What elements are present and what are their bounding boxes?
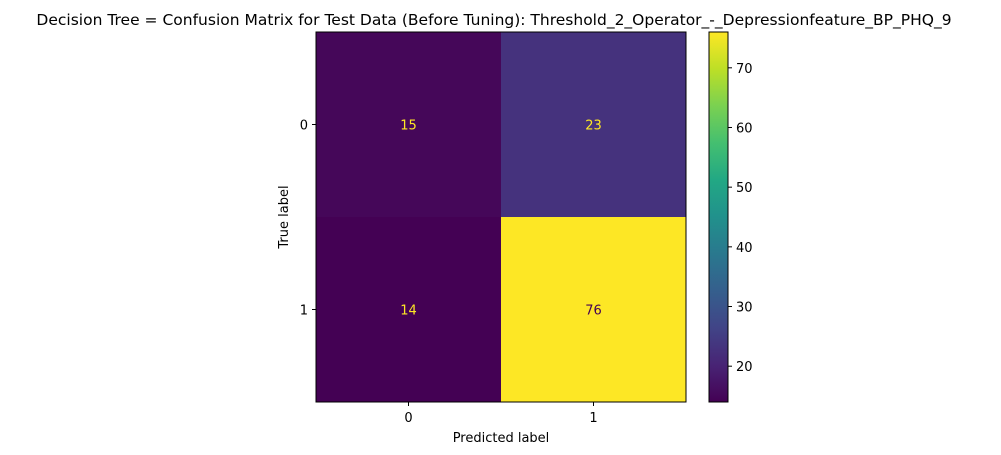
colorbar-tick-label: 20	[736, 360, 753, 375]
cell-value-label: 14	[400, 304, 417, 319]
heatmap-cell	[501, 32, 686, 217]
y-axis-ticks: 01	[300, 119, 316, 319]
colorbar-tick-label: 50	[736, 181, 753, 196]
x-tick-label: 0	[404, 411, 412, 426]
colorbar-tick-label: 60	[736, 121, 753, 136]
heatmap-cell	[316, 217, 501, 402]
cell-value-label: 76	[585, 304, 602, 319]
colorbar	[708, 31, 729, 403]
y-axis-label: True label	[277, 185, 292, 249]
heatmap-cell	[501, 217, 686, 402]
x-tick-label: 1	[589, 411, 597, 426]
y-tick-label: 0	[300, 119, 308, 134]
y-tick-label: 1	[300, 304, 308, 319]
heatmap-cell	[316, 32, 501, 217]
plot-frame	[315, 31, 687, 403]
heatmap-cell-labels: 15 23 14 76	[400, 119, 602, 319]
heatmap-cells	[316, 32, 686, 402]
colorbar-tick-label: 70	[736, 62, 753, 77]
colorbar-tick-label: 30	[736, 301, 753, 316]
colorbar-ticks: 20 30 40 50 60 70	[728, 62, 753, 375]
chart-title: Decision Tree = Confusion Matrix for Tes…	[36, 11, 951, 30]
cell-value-label: 15	[400, 119, 417, 134]
cell-value-label: 23	[585, 119, 602, 134]
x-axis-label: Predicted label	[453, 431, 550, 446]
colorbar-tick-label: 40	[736, 241, 753, 256]
